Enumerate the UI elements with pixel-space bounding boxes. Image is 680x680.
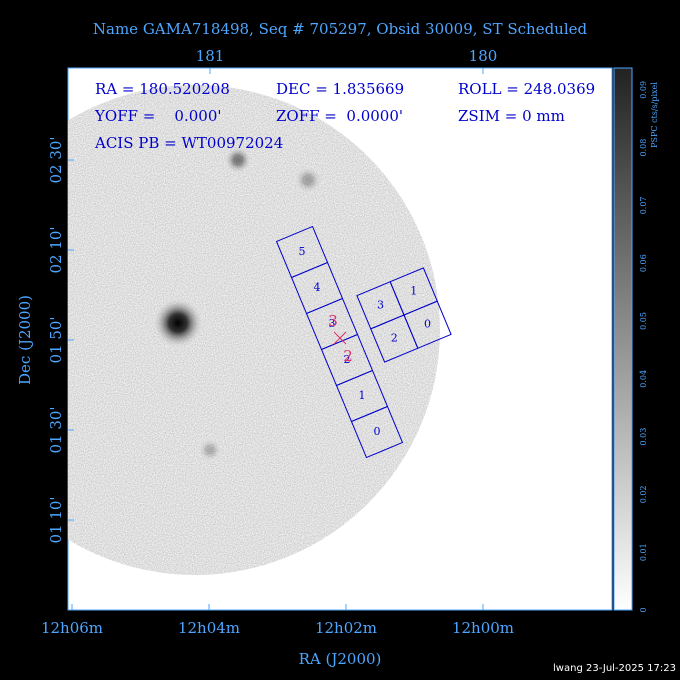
bottom-tick-label: 12h02m	[315, 619, 377, 637]
top-tick-label: 180	[469, 47, 498, 65]
aimpoint-marker	[333, 331, 347, 345]
colorbar-tick-label: 0.04	[639, 370, 648, 388]
colorbar-tick-label: 0.07	[639, 196, 648, 214]
ccd-label: 0	[373, 425, 380, 438]
ccd-label: 3	[377, 298, 384, 311]
colorbar-tick-label: 0.05	[639, 312, 648, 330]
colorbar-tick-label: 0.01	[639, 543, 648, 561]
ccd-label: 1	[410, 284, 417, 297]
title: Name GAMA718498, Seq # 705297, Obsid 300…	[93, 20, 588, 38]
colorbar-tick-label: 0.03	[639, 428, 648, 446]
ccd-label: 5	[299, 245, 306, 258]
info-acis-pb: ACIS PB = WT00972024	[94, 134, 283, 152]
left-tick-label: 01 10'	[47, 496, 65, 543]
colorbar-tick-label: 0.09	[639, 81, 648, 99]
aimpoint-label: 3	[328, 312, 338, 330]
bottom-tick-label: 12h04m	[178, 619, 240, 637]
ccd-label: 1	[358, 389, 365, 402]
info-zsim: ZSIM = 0 mm	[458, 107, 565, 125]
acis-i-array: 3 1 2 0	[356, 267, 452, 363]
colorbar	[613, 67, 633, 611]
y-axis-label: Dec (J2000)	[16, 295, 34, 385]
ccd-label: 4	[314, 281, 321, 294]
acis-s-array: 5 4 3 2 1 0	[275, 225, 404, 459]
aimpoint-label: 2	[343, 347, 353, 365]
colorbar-tick-label: 0.02	[639, 485, 648, 503]
top-tick-label: 181	[196, 47, 225, 65]
info-dec: DEC = 1.835669	[276, 80, 404, 98]
bottom-tick-label: 12h00m	[452, 619, 514, 637]
ccd-label: 0	[424, 318, 431, 331]
left-tick-label: 01 50'	[47, 316, 65, 363]
ccd-label: 2	[343, 353, 350, 366]
ccd-chip	[350, 405, 404, 459]
left-tick-label: 01 30'	[47, 406, 65, 453]
colorbar-label: PSPC cts/s/pixel	[650, 82, 659, 148]
info-yoff: YOFF = 0.000'	[94, 107, 222, 125]
left-tick-label: 02 30'	[47, 136, 65, 183]
ccd-chip	[403, 300, 452, 349]
x-axis-label: RA (J2000)	[299, 650, 382, 668]
info-ra: RA = 180.520208	[95, 80, 230, 98]
colorbar-tick-label: 0.08	[639, 139, 648, 157]
footer: lwang 23-Jul-2025 17:23	[553, 663, 676, 674]
info-roll: ROLL = 248.0369	[458, 80, 595, 98]
info-zoff: ZOFF = 0.0000'	[276, 107, 403, 125]
colorbar-tick-label: 0	[639, 607, 648, 612]
left-tick-label: 02 10'	[47, 226, 65, 273]
ccd-label: 3	[329, 317, 336, 330]
bottom-tick-label: 12h06m	[41, 619, 103, 637]
ccd-label: 2	[391, 332, 398, 345]
colorbar-tick-label: 0.06	[639, 254, 648, 272]
